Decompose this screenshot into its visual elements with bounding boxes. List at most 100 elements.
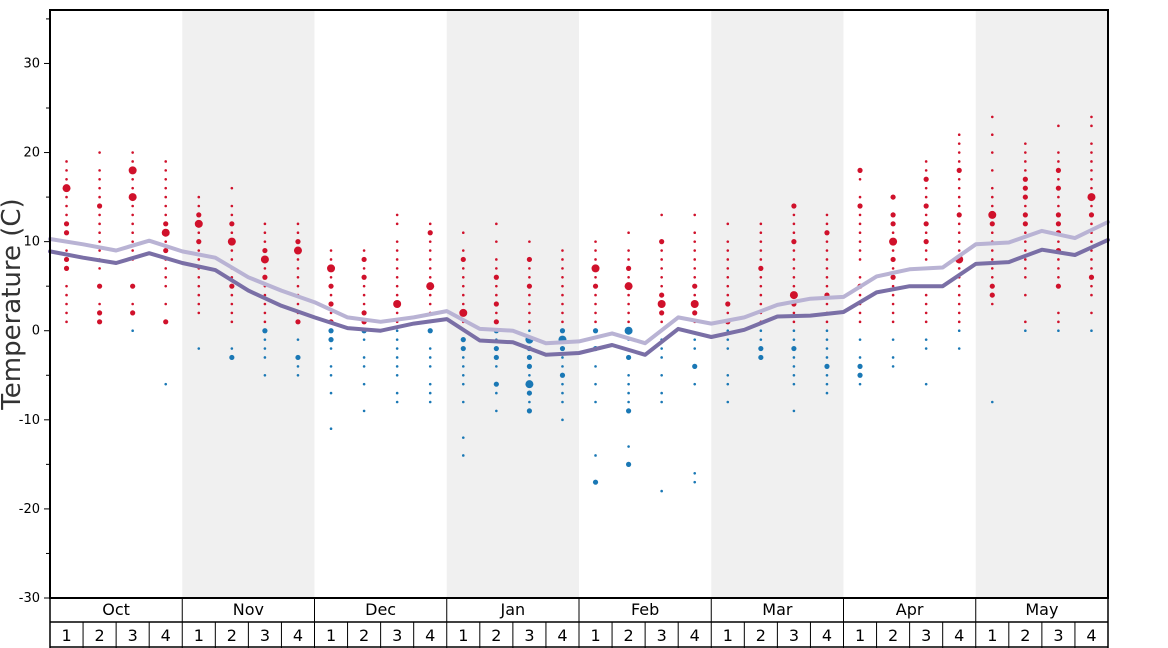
cold-dot xyxy=(427,328,433,334)
warm-dot xyxy=(561,249,564,252)
warm-dot xyxy=(924,302,928,306)
warm-dot xyxy=(230,311,234,315)
week-label: 1 xyxy=(855,626,865,645)
week-label: 4 xyxy=(822,626,832,645)
warm-dot xyxy=(726,249,730,252)
cold-dot xyxy=(624,326,633,335)
warm-dot xyxy=(428,240,432,243)
warm-dot xyxy=(990,151,994,154)
cold-dot xyxy=(461,454,465,457)
warm-dot xyxy=(164,240,168,243)
warm-dot xyxy=(725,301,731,307)
warm-dot xyxy=(726,222,730,226)
warm-dot xyxy=(627,293,630,297)
warm-dot xyxy=(98,249,101,252)
warm-dot xyxy=(759,240,763,243)
warm-dot xyxy=(163,221,169,227)
warm-dot xyxy=(395,267,399,270)
warm-dot xyxy=(957,320,961,324)
warm-dot xyxy=(197,284,201,288)
warm-dot xyxy=(759,222,763,226)
cold-dot xyxy=(395,338,399,341)
warm-dot xyxy=(362,267,366,270)
cold-dot xyxy=(1024,329,1027,333)
warm-dot xyxy=(197,293,201,297)
warm-dot xyxy=(891,311,895,315)
cold-dot xyxy=(693,347,697,350)
warm-dot xyxy=(889,237,898,246)
warm-dot xyxy=(693,267,697,270)
warm-dot xyxy=(858,231,862,235)
warm-dot xyxy=(329,249,333,252)
warm-dot xyxy=(164,302,168,306)
warm-dot xyxy=(825,275,829,279)
warm-dot xyxy=(1055,167,1062,173)
warm-dot xyxy=(65,249,68,252)
warm-dot xyxy=(528,267,531,270)
warm-dot xyxy=(825,258,829,261)
warm-dot xyxy=(791,239,797,245)
cold-dot xyxy=(924,382,928,386)
warm-dot xyxy=(98,151,101,154)
week-label: 2 xyxy=(888,626,898,645)
warm-dot xyxy=(957,142,961,145)
cold-dot xyxy=(328,328,334,334)
cold-dot xyxy=(924,347,928,350)
warm-dot xyxy=(923,203,929,209)
warm-dot xyxy=(1057,177,1060,181)
month-band-jan xyxy=(446,10,579,598)
warm-dot xyxy=(63,256,70,263)
warm-dot xyxy=(1088,212,1095,218)
warm-dot xyxy=(759,231,763,235)
warm-dot xyxy=(459,308,468,317)
cold-dot xyxy=(594,382,597,386)
warm-dot xyxy=(296,284,300,288)
week-label: 2 xyxy=(491,626,501,645)
cold-dot xyxy=(625,408,632,414)
week-label: 1 xyxy=(61,626,71,645)
warm-dot xyxy=(1024,249,1027,252)
warm-dot xyxy=(461,302,465,306)
warm-dot xyxy=(163,319,169,325)
warm-dot xyxy=(428,222,432,226)
warm-dot xyxy=(592,283,599,289)
warm-dot xyxy=(1090,142,1093,145)
warm-dot xyxy=(98,302,101,306)
warm-dot xyxy=(131,177,134,181)
week-label: 2 xyxy=(95,626,105,645)
cold-dot xyxy=(693,382,697,386)
warm-dot xyxy=(230,231,234,235)
warm-dot xyxy=(594,258,597,261)
warm-dot xyxy=(1087,193,1096,202)
warm-dot xyxy=(726,275,730,279)
cold-dot xyxy=(559,328,566,334)
cold-dot xyxy=(362,365,366,368)
cold-dot xyxy=(825,373,829,377)
warm-dot xyxy=(988,210,997,219)
cold-dot xyxy=(525,380,534,389)
warm-dot xyxy=(1057,320,1060,324)
warm-dot xyxy=(98,177,101,181)
warm-dot xyxy=(395,258,399,261)
cold-dot xyxy=(759,338,763,341)
warm-dot xyxy=(194,219,203,228)
warm-dot xyxy=(857,203,863,209)
warm-dot xyxy=(528,302,531,306)
cold-dot xyxy=(792,356,796,359)
warm-dot xyxy=(924,311,928,315)
warm-dot xyxy=(98,240,101,243)
warm-dot xyxy=(395,311,399,315)
x-axis: Oct Nov Dec Jan Feb Mar Apr May 1 2 3 4 1 2 3 4 1 2 3 4 1 2 3 4… xyxy=(49,598,1109,648)
warm-dot xyxy=(1024,275,1027,279)
warm-dot xyxy=(924,160,928,163)
warm-dot xyxy=(594,249,597,252)
warm-dot xyxy=(428,293,432,297)
warm-dot xyxy=(1055,212,1062,218)
cold-dot xyxy=(758,354,764,361)
warm-dot xyxy=(1057,160,1060,163)
warm-dot xyxy=(1057,240,1060,243)
warm-dot xyxy=(230,186,234,190)
cold-dot xyxy=(726,347,730,350)
warm-dot xyxy=(131,240,134,243)
cold-dot xyxy=(660,373,663,377)
